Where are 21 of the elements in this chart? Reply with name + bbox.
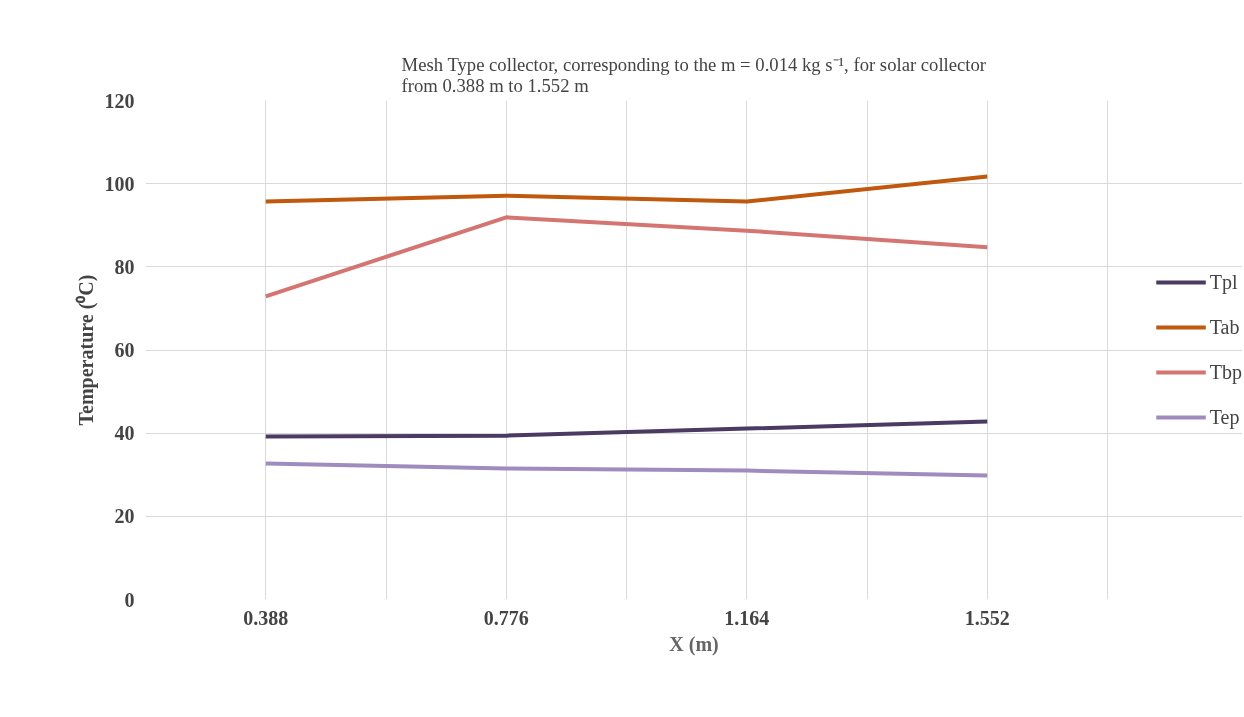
line-series bbox=[263, 461, 990, 478]
legend-label: Tpl bbox=[1209, 270, 1238, 294]
y-tick-label: 80 bbox=[114, 255, 135, 278]
line-series bbox=[263, 215, 990, 299]
y-axis-title: Temperature (⁰C) bbox=[74, 274, 98, 426]
y-tick-label: 100 bbox=[104, 172, 135, 195]
y-tick-label: 20 bbox=[114, 505, 135, 528]
y-tick-label: 60 bbox=[114, 339, 135, 361]
legend-label: Tep bbox=[1209, 405, 1240, 429]
x-axis-title: X (m) bbox=[669, 632, 719, 656]
y-tick-label: 0 bbox=[124, 588, 135, 611]
y-tick-label: 120 bbox=[104, 89, 135, 112]
x-tick-label: 0.388 bbox=[243, 606, 289, 629]
x-tick-label: 1.164 bbox=[724, 606, 770, 629]
x-tick-label: 0.776 bbox=[483, 606, 529, 629]
y-tick-label: 40 bbox=[114, 422, 135, 445]
x-tick-label: 1.552 bbox=[964, 606, 1010, 629]
legend-label: Tab bbox=[1209, 315, 1240, 339]
legend-label: Tbp bbox=[1209, 360, 1242, 384]
line-series bbox=[263, 419, 990, 439]
chart-title: Mesh Type collector, corresponding to the m = 0.014 kg s⁻¹, for solar collector from 0.388 m to 1.552 m bbox=[401, 53, 987, 96]
